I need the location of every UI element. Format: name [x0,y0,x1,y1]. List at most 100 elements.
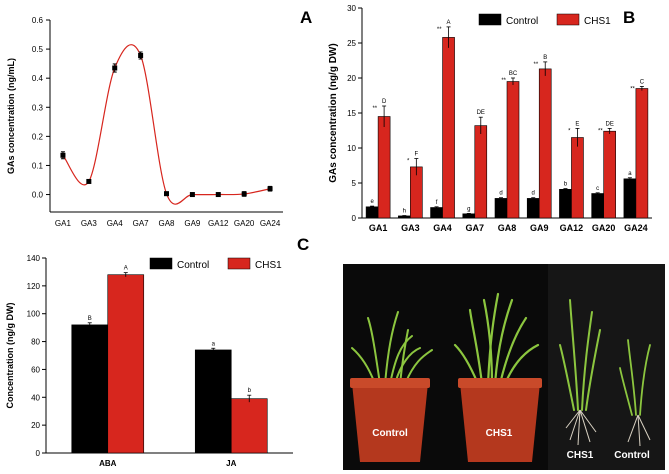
panel-label-c: C [297,235,309,254]
significance-letter-c: A [124,266,128,272]
x-tick-label-c: ABA [99,459,117,468]
y-tick-label-a: 0.0 [32,191,44,200]
chart-c: 0 20 40 60 80 100 120 140 Concentration (ng/g DW… [5,254,293,468]
bar-b-chs1 [635,88,649,219]
x-tick-label-a: GA12 [208,219,229,228]
chart-a: 0.0 0.1 0.2 0.3 0.4 0.5 0.6 GA1 GA3 GA4 GA7 GA8 GA9 G… [6,16,283,228]
significance-letter-b: c [596,186,599,192]
y-tick-label-c: 140 [27,254,41,263]
significance-letter-c: a [212,341,216,347]
bar-b-control [494,198,508,219]
legend-label-b-chs1: CHS1 [584,16,611,27]
significance-letter-b: d [499,191,502,197]
legend-swatch-b-control [478,13,502,26]
y-tick-label-b: 5 [352,179,357,188]
significance-letter-b: d [532,191,535,197]
significance-stars-b: * [568,128,571,134]
bar-b-control [526,198,540,219]
y-tick-label-c: 60 [31,365,40,374]
y-axis-label-b: GAs concentration (ng/g DW) [328,43,339,182]
y-tick-label-a: 0.6 [32,16,44,25]
legend-swatch-c-control [149,257,173,270]
x-tick-label-b: GA3 [401,223,420,233]
pot-left [352,383,428,462]
bar-b-chs1 [442,37,455,219]
data-point-a [267,186,273,192]
significance-stars-b: ** [630,86,635,92]
roots-control [627,414,651,447]
panel-label-a: A [300,8,312,27]
y-tick-label-c: 120 [27,282,41,291]
y-tick-label-a: 0.5 [32,45,44,54]
legend-label-b-control: Control [506,16,538,27]
significance-stars-b: ** [437,27,442,33]
x-tick-label-b: GA7 [466,223,485,233]
significance-letter-b: DE [605,121,613,127]
plant-photo: Control CHS1 [343,264,665,470]
pot-left-label: Control [372,428,408,439]
chart-b: 0 5 10 15 20 25 30 GAs concentration (ng/g DW) G… [328,4,652,233]
bar-b-chs1 [571,137,584,219]
data-point-a [164,191,169,197]
y-axis-label-a: GAs concentration (ng/mL) [6,58,16,174]
significance-stars-b: * [407,159,410,165]
x-tick-label-b: GA9 [530,223,549,233]
bar-b-control [365,206,379,219]
significance-letter-b: E [575,121,579,127]
legend-swatch-b-chs1 [556,13,580,26]
x-tick-label-a: GA8 [158,219,175,228]
bar-b-chs1 [603,130,616,219]
x-tick-label-a: GA3 [81,219,98,228]
x-tick-label-b: GA4 [433,223,452,233]
bar-b-control [623,178,637,219]
x-tick-label-a: GA9 [184,219,201,228]
x-tick-label-b: GA8 [498,223,517,233]
y-tick-label-b: 30 [347,4,356,13]
y-tick-label-c: 20 [31,421,40,430]
y-tick-label-a: 0.1 [32,161,44,170]
y-tick-label-c: 100 [27,310,41,319]
pot-right-rim [458,378,542,388]
panel-label-b: B [623,8,635,27]
y-tick-label-b: 10 [347,144,356,153]
significance-letter-b: D [382,99,387,105]
data-point-a [241,191,247,197]
y-tick-label-b: 25 [347,39,356,48]
significance-letter-b: F [414,152,418,158]
significance-stars-b: ** [501,78,506,84]
pot-right [460,383,540,462]
uprooted-control [619,339,651,416]
bar-c-chs1 [230,398,268,454]
x-tick-label-a: GA1 [55,219,72,228]
significance-letter-b: B [543,55,547,61]
significance-letter-b: f [436,200,438,206]
bar-b-control [559,189,572,219]
y-tick-label-a: 0.4 [32,74,44,83]
y-axis-label-c: Concentration (ng/g DW) [5,303,15,409]
y-tick-label-a: 0.3 [32,103,44,112]
curve-a [62,44,271,205]
significance-letter-b: b [564,182,568,188]
pot-left-rim [350,378,430,388]
root-left-label: CHS1 [567,450,594,461]
pot-right-label: CHS1 [486,428,513,439]
root-right-label: Control [614,450,650,461]
x-tick-label-b: GA1 [369,223,388,233]
roots-chs1 [565,409,597,446]
significance-stars-b: ** [372,106,377,112]
bar-b-control [430,207,443,219]
x-tick-label-b: GA20 [592,223,616,233]
y-tick-label-b: 0 [352,214,357,223]
significance-letter-b: e [370,199,374,205]
bar-b-chs1 [506,81,520,219]
bar-c-control [71,324,109,454]
y-tick-label-b: 15 [347,109,356,118]
x-tick-label-a: GA4 [107,219,124,228]
significance-letter-b: g [467,206,470,212]
y-tick-label-c: 0 [36,449,41,458]
uprooted-chs1 [559,299,601,411]
x-tick-label-a: GA7 [133,219,150,228]
data-point-a [189,192,195,198]
significance-letter-b: A [447,20,451,26]
